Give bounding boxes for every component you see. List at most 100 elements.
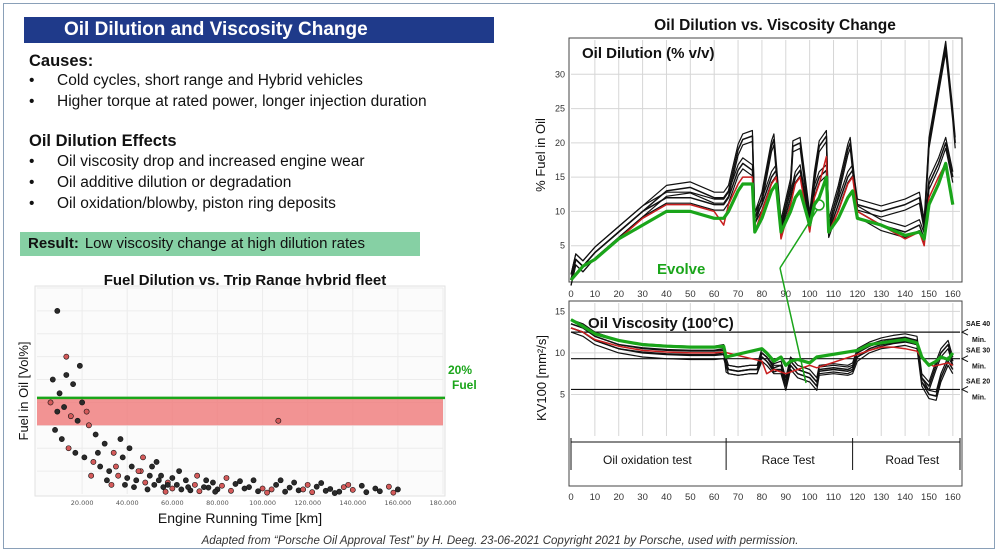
series-line (570, 327, 954, 375)
scatter-point (153, 459, 160, 465)
scatter-point (372, 485, 379, 492)
effects-item: Oil viscosity drop and increased engine … (27, 151, 365, 172)
x-tick-label: 20 (613, 289, 624, 300)
x-tick-label: 50 (685, 492, 696, 503)
scatter-point (65, 445, 72, 452)
x-tick-label: 40.000 (116, 499, 139, 507)
scatter-point (88, 472, 95, 479)
viscosity-panel-title: Oil Viscosity (100°C) (588, 315, 734, 332)
scatter-point (101, 440, 108, 447)
scatter-point (376, 488, 383, 495)
causes-heading: Causes: (29, 52, 94, 70)
callout-line (779, 209, 818, 269)
scatter-point (122, 481, 128, 488)
scatter-point (97, 463, 104, 470)
y-tick-label: 20 (555, 138, 565, 148)
x-tick-label: 140 (897, 289, 913, 300)
dilution-frame (568, 37, 963, 283)
y-tick-label: 25 (555, 104, 565, 114)
effects-item: Oil additive dilution or degradation (27, 172, 365, 193)
series-line (570, 46, 956, 281)
scatter-point (47, 399, 54, 406)
x-tick-label: 140.000 (339, 499, 366, 507)
scatter-plot-area (34, 285, 446, 497)
x-tick-label: 150 (921, 492, 937, 503)
scatter-point (246, 484, 252, 491)
scatter-point (81, 454, 88, 461)
image-caption: Adapted from “Porsche Oil Approval Test”… (201, 535, 799, 547)
scatter-point (128, 463, 135, 470)
scatter-point (277, 477, 284, 484)
x-tick-label: 0 (568, 289, 573, 300)
x-tick-label: 20.000 (71, 499, 94, 507)
scatter-point (140, 454, 146, 461)
scatter-point (282, 488, 289, 495)
scatter-point (182, 477, 189, 484)
dilution-y-ticks: 5 10 15 20 25 30 (555, 69, 565, 250)
scatter-point (313, 483, 320, 490)
y-tick-label: 30 (555, 69, 565, 79)
x-tick-label: 110 (826, 289, 841, 300)
x-tick-label: 80 (757, 492, 768, 503)
x-tick-label: 120 (849, 492, 865, 503)
sae-label: SAE 30 (966, 348, 990, 355)
effects-item: Oil oxidation/blowby, piston ring deposi… (27, 193, 365, 214)
scatter-point (126, 445, 133, 452)
scatter-point (160, 484, 167, 491)
scatter-point (185, 484, 192, 491)
scatter-point (58, 436, 65, 442)
scatter-point (273, 481, 279, 488)
scatter-chart: 20.000 40.000 60.000 80.000 100.000 120.000 14… (16, 285, 477, 526)
scatter-point (83, 408, 90, 415)
scatter-point (318, 480, 325, 486)
scatter-point (54, 408, 61, 415)
scatter-point (115, 472, 122, 479)
scatter-point (131, 484, 137, 491)
x-tick-label: 130 (873, 492, 889, 503)
result-label: Result: (28, 235, 79, 252)
scatter-point (61, 404, 67, 410)
scatter-point (63, 353, 70, 360)
callout-line (779, 267, 807, 384)
scatter-point (110, 449, 117, 456)
scatter-point (178, 486, 185, 493)
scatter-point (390, 489, 397, 496)
series-line (570, 318, 955, 367)
scatter-point (169, 475, 176, 481)
viscosity-x-ticks: 0 10 20 30 40 50 60 70 80 90 100 110 120 130 140 150 160 (568, 492, 960, 503)
scatter-point (291, 479, 298, 486)
scatter-point (191, 481, 198, 488)
scatter-point (92, 431, 99, 438)
sae-label-min: Min. (972, 394, 986, 401)
scatter-point (133, 477, 140, 484)
x-tick-label: 60.000 (161, 499, 184, 507)
scatter-point (176, 468, 182, 475)
scatter-point (268, 486, 275, 493)
sae-label: SAE 40 (966, 321, 990, 328)
sae-label-min: Min. (972, 337, 986, 344)
scatter-point (67, 413, 74, 420)
scatter-point (237, 478, 243, 485)
series-line (570, 40, 956, 275)
scatter-point (124, 475, 131, 481)
scatter-point (275, 417, 282, 424)
scatter-point (164, 481, 171, 488)
x-tick-label: 110 (826, 492, 841, 503)
x-tick-label: 60 (709, 492, 720, 503)
segment-label: Road Test (885, 453, 939, 467)
sae-arrow (960, 386, 969, 393)
scatter-point (264, 489, 270, 496)
scatter-point (54, 307, 61, 314)
x-tick-label: 100 (802, 492, 818, 503)
y-tick-label: 5 (560, 389, 565, 399)
x-tick-label: 130 (873, 289, 889, 300)
scatter-point (259, 485, 266, 492)
y-tick-label: 10 (555, 206, 565, 216)
scatter-point (106, 468, 113, 475)
scatter-point (358, 482, 365, 489)
scatter-point (52, 427, 58, 433)
test-segments: Oil oxidation test Race Test Road Test (570, 438, 961, 470)
scatter-point (363, 489, 370, 496)
